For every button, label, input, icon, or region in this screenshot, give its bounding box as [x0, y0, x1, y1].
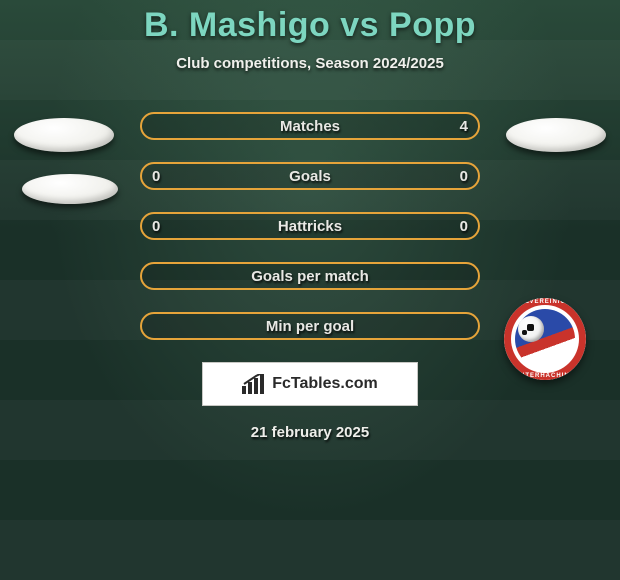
- brand-text: FcTables.com: [272, 375, 378, 393]
- date-text: 21 february 2025: [0, 424, 620, 441]
- stat-row-hattricks: 0 Hattricks 0: [140, 212, 480, 240]
- content: B. Mashigo vs Popp Club competitions, Se…: [0, 0, 620, 441]
- decor-left: [14, 118, 114, 204]
- ellipse-icon: [506, 118, 606, 152]
- stat-row-goals-per-match: Goals per match: [140, 262, 480, 290]
- stat-row-matches: Matches 4: [140, 112, 480, 140]
- brand-box: FcTables.com: [202, 362, 418, 406]
- badge-bottom-text: UNTERHACHING: [504, 373, 586, 379]
- stat-label: Hattricks: [278, 218, 342, 235]
- badge-top-text: SPIELVEREINIGUNG: [504, 299, 586, 305]
- stat-label: Matches: [280, 118, 340, 135]
- stat-left-value: 0: [152, 168, 160, 185]
- decor-right: SPIELVEREINIGUNG UNTERHACHING: [506, 118, 606, 152]
- club-badge-icon: SPIELVEREINIGUNG UNTERHACHING: [504, 298, 586, 380]
- stat-row-min-per-goal: Min per goal: [140, 312, 480, 340]
- bar-chart-icon: [242, 374, 266, 394]
- stat-label: Goals: [289, 168, 331, 185]
- ellipse-icon: [22, 174, 118, 204]
- stat-left-value: 0: [152, 218, 160, 235]
- subtitle: Club competitions, Season 2024/2025: [0, 55, 620, 72]
- stat-row-goals: 0 Goals 0: [140, 162, 480, 190]
- stat-right-value: 4: [460, 118, 468, 135]
- stat-label: Min per goal: [266, 318, 354, 335]
- stat-label: Goals per match: [251, 268, 369, 285]
- stat-right-value: 0: [460, 168, 468, 185]
- ellipse-icon: [14, 118, 114, 152]
- page-title: B. Mashigo vs Popp: [0, 6, 620, 45]
- stat-right-value: 0: [460, 218, 468, 235]
